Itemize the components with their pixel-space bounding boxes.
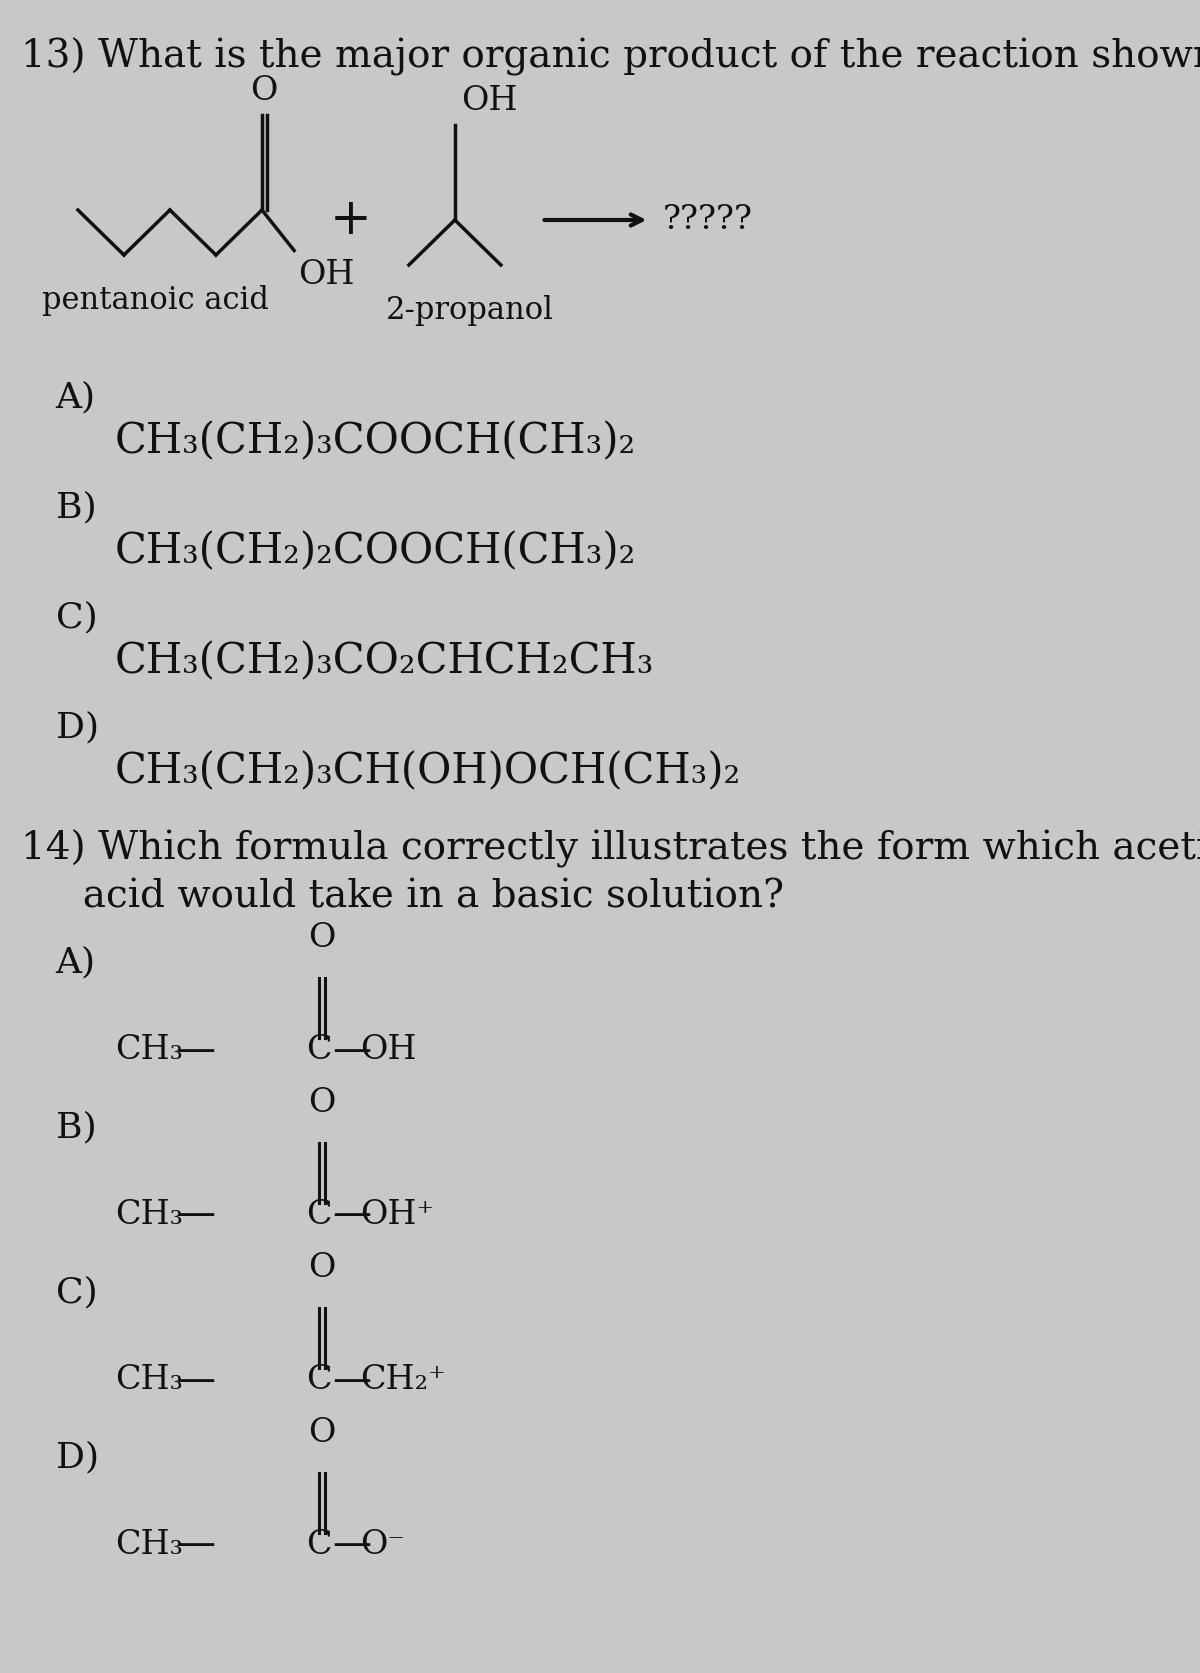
Text: pentanoic acid: pentanoic acid <box>42 284 269 316</box>
Text: —: — <box>176 1196 215 1233</box>
Text: CH₃: CH₃ <box>115 1363 184 1395</box>
Text: C: C <box>306 1034 332 1066</box>
Text: B): B) <box>55 1109 96 1144</box>
Text: CH₃: CH₃ <box>115 1034 184 1066</box>
Text: 2-propanol: 2-propanol <box>385 294 553 326</box>
Text: CH₃(CH₂)₃COOCH(CH₃)₂: CH₃(CH₂)₃COOCH(CH₃)₂ <box>115 420 636 462</box>
Text: C: C <box>306 1363 332 1395</box>
Text: CH₂⁺: CH₂⁺ <box>360 1363 445 1395</box>
Text: 13) What is the major organic product of the reaction shown?: 13) What is the major organic product of… <box>20 38 1200 77</box>
Text: —: — <box>176 1526 215 1564</box>
Text: —: — <box>332 1032 372 1069</box>
Text: —: — <box>332 1362 372 1399</box>
Text: OH: OH <box>360 1034 416 1066</box>
Text: ?????: ????? <box>662 204 752 236</box>
Text: O⁻: O⁻ <box>360 1529 404 1561</box>
Text: CH₃(CH₂)₃CO₂CHCH₂CH₃: CH₃(CH₂)₃CO₂CHCH₂CH₃ <box>115 641 654 683</box>
Text: —: — <box>332 1526 372 1564</box>
Text: acid would take in a basic solution?: acid would take in a basic solution? <box>20 878 784 915</box>
Text: OH⁺: OH⁺ <box>360 1200 434 1231</box>
Text: —: — <box>332 1196 372 1233</box>
Text: CH₃: CH₃ <box>115 1529 184 1561</box>
Text: C): C) <box>55 601 97 634</box>
Text: O: O <box>251 75 278 107</box>
Text: O: O <box>308 1251 336 1283</box>
Text: —: — <box>176 1362 215 1399</box>
Text: O: O <box>308 922 336 954</box>
Text: C): C) <box>55 1275 97 1308</box>
Text: 14) Which formula correctly illustrates the form which acetic: 14) Which formula correctly illustrates … <box>20 830 1200 868</box>
Text: CH₃(CH₂)₂COOCH(CH₃)₂: CH₃(CH₂)₂COOCH(CH₃)₂ <box>115 530 636 572</box>
Text: CH₃: CH₃ <box>115 1200 184 1231</box>
Text: +: + <box>330 196 372 244</box>
Text: —: — <box>176 1032 215 1069</box>
Text: D): D) <box>55 709 98 744</box>
Text: B): B) <box>55 490 96 524</box>
Text: A): A) <box>55 380 96 413</box>
Text: OH: OH <box>461 85 517 117</box>
Text: O: O <box>308 1087 336 1119</box>
Text: O: O <box>308 1417 336 1449</box>
Text: OH: OH <box>298 259 354 291</box>
Text: A): A) <box>55 945 96 979</box>
Text: C: C <box>306 1529 332 1561</box>
Text: D): D) <box>55 1440 98 1474</box>
Text: CH₃(CH₂)₃CH(OH)OCH(CH₃)₂: CH₃(CH₂)₃CH(OH)OCH(CH₃)₂ <box>115 750 742 791</box>
Text: C: C <box>306 1200 332 1231</box>
